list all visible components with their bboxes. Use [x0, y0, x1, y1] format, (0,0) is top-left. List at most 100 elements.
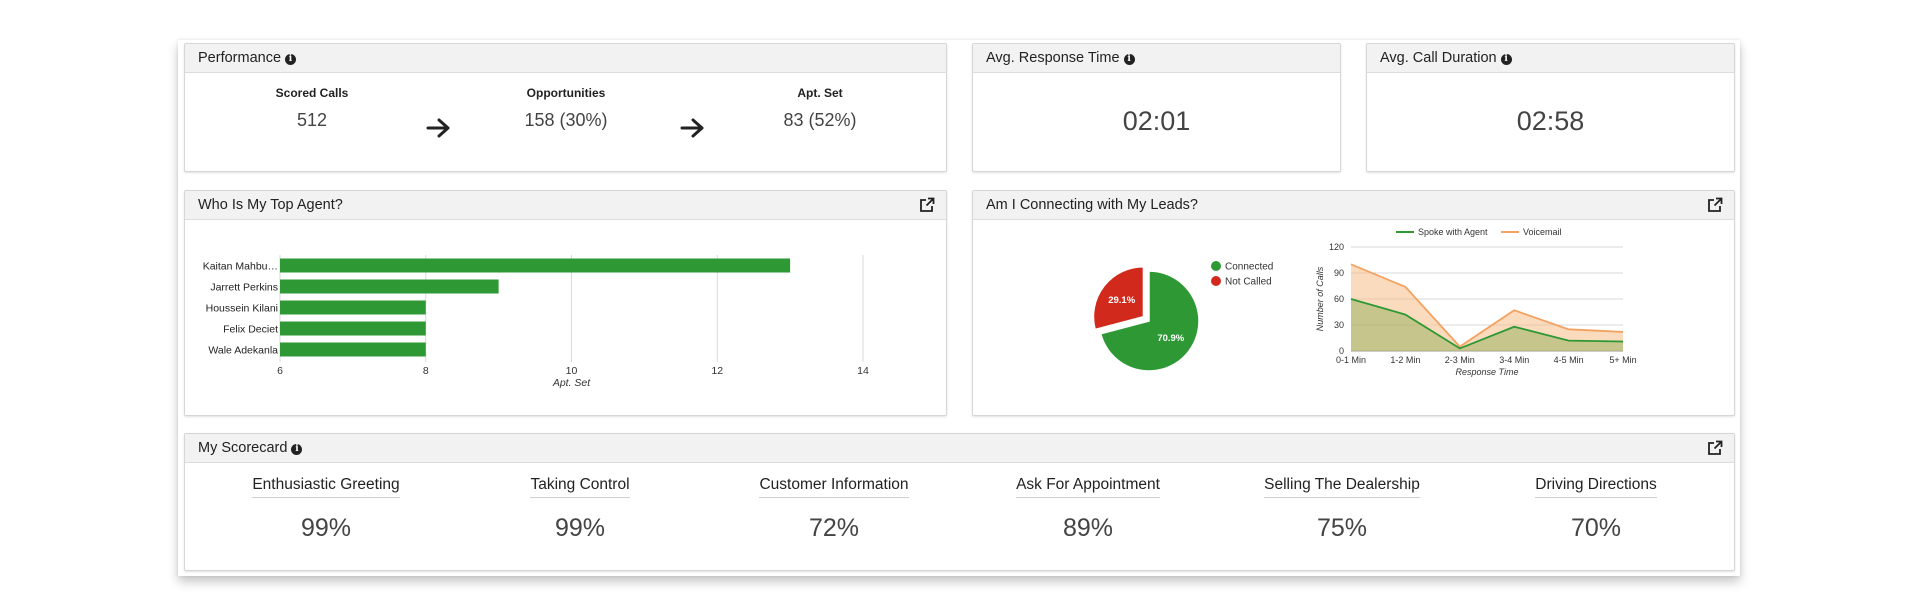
y-tick-label: 0 — [1339, 346, 1344, 356]
x-tick-label: 14 — [857, 365, 869, 377]
top-agent-title: Who Is My Top Agent? — [198, 197, 343, 213]
perf-step-value: 158 (30%) — [524, 110, 608, 130]
y-tick-label: 60 — [1334, 294, 1344, 304]
perf-step-scored-calls: Scored Calls 512 — [202, 86, 422, 131]
bar — [280, 279, 499, 294]
x-tick-label: 3-4 Min — [1499, 355, 1529, 365]
scorecard-item-value: 89% — [1062, 514, 1114, 542]
scorecard-item-label[interactable]: Customer Information — [759, 476, 909, 498]
avg-duration-header: Avg. Call Duration i — [1367, 44, 1734, 73]
external-link-icon[interactable] — [1707, 197, 1723, 213]
x-tick-label: 2-3 Min — [1445, 355, 1475, 365]
x-tick-label: 8 — [423, 365, 429, 377]
perf-step-value: 512 — [296, 110, 328, 130]
scorecard-item-value: 75% — [1316, 514, 1368, 542]
x-tick-label: 5+ Min — [1609, 355, 1636, 365]
connecting-title: Am I Connecting with My Leads? — [986, 197, 1198, 213]
scorecard-item-value: 72% — [808, 514, 860, 542]
info-icon[interactable]: i — [291, 444, 303, 455]
legend-swatch — [1211, 276, 1221, 286]
scorecard-item-customer-information: Customer Information 72% — [724, 476, 944, 543]
external-link-icon[interactable] — [1707, 440, 1723, 456]
pie-slice-label: 70.9% — [1157, 333, 1184, 344]
scorecard-item-ask-for-appointment: Ask For Appointment 89% — [978, 476, 1198, 543]
x-tick-label: 0-1 Min — [1336, 355, 1366, 365]
arrow-right-icon — [426, 118, 450, 138]
avg-response-header: Avg. Response Time i — [973, 44, 1340, 73]
category-label: Houssein Kilani — [206, 303, 278, 315]
bar — [280, 258, 791, 273]
legend-label: Not Called — [1225, 277, 1272, 288]
info-icon[interactable]: i — [285, 54, 297, 65]
connecting-panel: Am I Connecting with My Leads? 70.9% 29.1… — [972, 190, 1735, 416]
x-tick-label: 10 — [566, 365, 578, 377]
series-line — [1350, 263, 1624, 348]
arrow-right-icon — [680, 118, 704, 138]
y-axis-label: Number of Calls — [1315, 266, 1325, 331]
x-tick-label: 6 — [277, 365, 283, 377]
scorecard-item-driving-directions: Driving Directions 70% — [1486, 476, 1706, 543]
perf-step-label: Opportunities — [526, 86, 606, 100]
category-label: Felix Deciet — [223, 324, 278, 336]
category-label: Kaitan Mahbu… — [203, 261, 278, 273]
top-agent-bar-chart: 6 8 10 12 14 Apt. Set Kaitan Mahbu… Jarrett Per… — [203, 255, 869, 389]
scorecard-item-value: 70% — [1570, 514, 1622, 542]
perf-step-label: Apt. Set — [797, 86, 843, 100]
x-tick-label: 1-2 Min — [1390, 355, 1420, 365]
category-label: Wale Adekanla — [208, 345, 278, 357]
pie-slice — [1092, 265, 1145, 331]
y-tick-label: 90 — [1334, 268, 1344, 278]
category-label: Jarrett Perkins — [210, 282, 278, 294]
x-axis-label: Apt. Set — [552, 377, 591, 389]
scorecard-item-value: 99% — [554, 514, 606, 542]
scorecard-item-enthusiastic-greeting: Enthusiastic Greeting 99% — [216, 476, 436, 543]
scorecard-item-value: 99% — [300, 514, 352, 542]
bar — [280, 342, 426, 357]
scorecard-item-label[interactable]: Selling The Dealership — [1264, 476, 1420, 498]
perf-step-value: 83 (52%) — [783, 110, 857, 130]
perf-step-opportunities: Opportunities 158 (30%) — [456, 86, 676, 131]
scorecard-item-selling-the-dealership: Selling The Dealership 75% — [1232, 476, 1452, 543]
scorecard-items: Enthusiastic Greeting 99% Taking Control… — [185, 462, 1734, 570]
y-tick-label: 120 — [1329, 242, 1344, 252]
y-tick-label: 30 — [1334, 320, 1344, 330]
legend-label: Spoke with Agent — [1418, 227, 1488, 237]
avg-response-panel: Avg. Response Time i 02:01 — [972, 43, 1341, 172]
x-axis-label: Response Time — [1456, 367, 1519, 377]
performance-panel: Performance i Scored Calls 512 Opportunit… — [184, 43, 947, 172]
connecting-header: Am I Connecting with My Leads? — [973, 191, 1734, 220]
scorecard-item-label[interactable]: Taking Control — [530, 476, 630, 498]
bar — [280, 321, 426, 336]
scorecard-item-label[interactable]: Enthusiastic Greeting — [252, 476, 400, 498]
bar — [280, 300, 426, 315]
scorecard-title: My Scorecard i — [198, 440, 303, 456]
response-time-area-chart: 0 30 60 90 120 0-1 Min 1-2 Min 2-3 Min 3-4 Min 4-… — [1315, 227, 1637, 377]
x-tick-label: 4-5 Min — [1554, 355, 1584, 365]
pie-slice-label: 29.1% — [1108, 295, 1135, 306]
avg-duration-value: 02:58 — [1516, 106, 1585, 136]
top-agent-header: Who Is My Top Agent? — [185, 191, 946, 220]
top-agent-panel: Who Is My Top Agent? 6 8 10 12 14 Apt. Set Kai… — [184, 190, 947, 416]
info-icon[interactable]: i — [1500, 54, 1512, 65]
legend-label: Connected — [1225, 262, 1273, 273]
pie-slice — [1099, 270, 1200, 372]
performance-title: Performance i — [198, 50, 297, 66]
info-icon[interactable]: i — [1123, 54, 1135, 65]
scorecard-item-label[interactable]: Ask For Appointment — [1016, 476, 1160, 498]
external-link-icon[interactable] — [919, 197, 935, 213]
scorecard-header: My Scorecard i — [185, 434, 1734, 463]
avg-response-title: Avg. Response Time i — [986, 50, 1135, 66]
performance-header: Performance i — [185, 44, 946, 73]
x-tick-label: 12 — [711, 365, 723, 377]
legend-swatch — [1211, 261, 1221, 271]
series-line — [1350, 298, 1624, 350]
avg-duration-title: Avg. Call Duration i — [1380, 50, 1512, 66]
avg-response-value: 02:01 — [1122, 106, 1191, 136]
scorecard-panel: My Scorecard i Enthusiastic Greeting 99% … — [184, 433, 1735, 571]
scorecard-item-label[interactable]: Driving Directions — [1535, 476, 1657, 498]
connection-pie-chart: 70.9% 29.1% Connected Not Called — [1092, 261, 1273, 372]
scorecard-item-taking-control: Taking Control 99% — [470, 476, 690, 543]
area-fill — [1351, 264, 1623, 351]
avg-duration-panel: Avg. Call Duration i 02:58 — [1366, 43, 1735, 172]
perf-step-apt-set: Apt. Set 83 (52%) — [710, 86, 930, 131]
